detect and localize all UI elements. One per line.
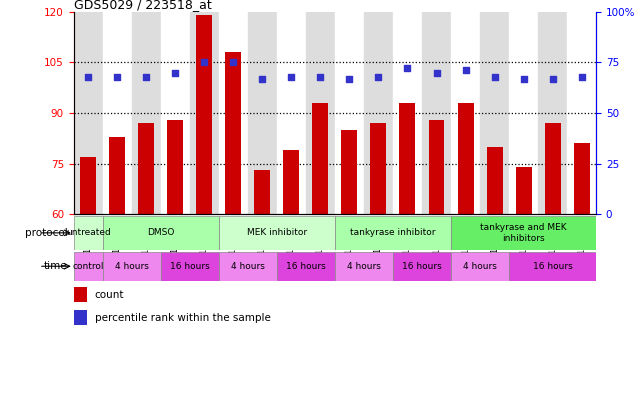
Point xyxy=(576,73,587,80)
Bar xyxy=(451,252,509,281)
Text: 16 hours: 16 hours xyxy=(170,262,210,271)
Bar xyxy=(219,12,248,214)
Bar xyxy=(342,130,358,214)
Bar xyxy=(393,252,451,281)
Bar xyxy=(219,252,277,281)
Text: control: control xyxy=(72,262,104,271)
Text: GDS5029 / 223518_at: GDS5029 / 223518_at xyxy=(74,0,212,11)
Text: DMSO: DMSO xyxy=(147,228,174,237)
Bar xyxy=(277,252,335,281)
Bar xyxy=(226,52,241,214)
Text: percentile rank within the sample: percentile rank within the sample xyxy=(95,312,271,323)
Text: tankyrase and MEK
inhibitors: tankyrase and MEK inhibitors xyxy=(480,223,567,242)
Point xyxy=(490,73,500,80)
Bar xyxy=(103,12,132,214)
Bar xyxy=(515,167,531,214)
Bar xyxy=(574,143,590,214)
Bar xyxy=(277,12,306,214)
Point xyxy=(228,59,238,66)
Bar xyxy=(451,12,480,214)
Text: 4 hours: 4 hours xyxy=(231,262,265,271)
Bar xyxy=(422,12,451,214)
Bar xyxy=(161,252,219,281)
Bar xyxy=(335,216,451,250)
Bar xyxy=(567,12,596,214)
Bar xyxy=(458,103,474,214)
Point xyxy=(460,67,470,73)
Point xyxy=(547,75,558,82)
Point xyxy=(170,69,180,75)
Text: 16 hours: 16 hours xyxy=(286,262,326,271)
Point xyxy=(83,73,94,80)
Bar xyxy=(393,12,422,214)
Point xyxy=(403,65,413,72)
Text: MEK inhibitor: MEK inhibitor xyxy=(247,228,307,237)
Text: 4 hours: 4 hours xyxy=(463,262,497,271)
Bar xyxy=(190,12,219,214)
Point xyxy=(519,75,529,82)
Bar xyxy=(538,12,567,214)
Point xyxy=(257,75,267,82)
Text: 4 hours: 4 hours xyxy=(347,262,381,271)
Point xyxy=(315,73,326,80)
Bar xyxy=(161,12,190,214)
Point xyxy=(199,59,210,66)
Bar xyxy=(335,12,364,214)
Bar xyxy=(283,150,299,214)
Bar xyxy=(219,216,335,250)
Point xyxy=(141,73,151,80)
Bar xyxy=(74,252,103,281)
Bar xyxy=(429,120,444,214)
Bar xyxy=(306,12,335,214)
Point xyxy=(287,73,297,80)
Bar xyxy=(109,137,125,214)
Bar xyxy=(103,252,161,281)
Bar xyxy=(132,12,161,214)
Text: protocol: protocol xyxy=(24,228,67,238)
Point xyxy=(112,73,122,80)
Bar xyxy=(312,103,328,214)
Bar xyxy=(399,103,415,214)
Bar xyxy=(74,310,87,325)
Point xyxy=(431,69,442,75)
Bar xyxy=(254,170,271,214)
Bar xyxy=(248,12,277,214)
Bar xyxy=(196,15,212,214)
Point xyxy=(344,75,354,82)
Bar xyxy=(509,12,538,214)
Bar xyxy=(487,147,503,214)
Bar xyxy=(545,123,561,214)
Bar xyxy=(74,12,103,214)
Text: count: count xyxy=(95,290,124,299)
Text: untreated: untreated xyxy=(66,228,111,237)
Text: time: time xyxy=(44,261,67,271)
Text: 4 hours: 4 hours xyxy=(115,262,149,271)
Text: tankyrase inhibitor: tankyrase inhibitor xyxy=(350,228,436,237)
Bar xyxy=(370,123,387,214)
Bar xyxy=(103,216,219,250)
Bar xyxy=(167,120,183,214)
Bar xyxy=(74,288,87,302)
Text: 16 hours: 16 hours xyxy=(533,262,572,271)
Bar xyxy=(480,12,509,214)
Bar xyxy=(74,216,103,250)
Bar xyxy=(364,12,393,214)
Bar xyxy=(138,123,154,214)
Bar xyxy=(451,216,596,250)
Text: 16 hours: 16 hours xyxy=(402,262,442,271)
Bar xyxy=(80,157,96,214)
Bar xyxy=(509,252,596,281)
Bar xyxy=(335,252,393,281)
Point xyxy=(373,73,383,80)
